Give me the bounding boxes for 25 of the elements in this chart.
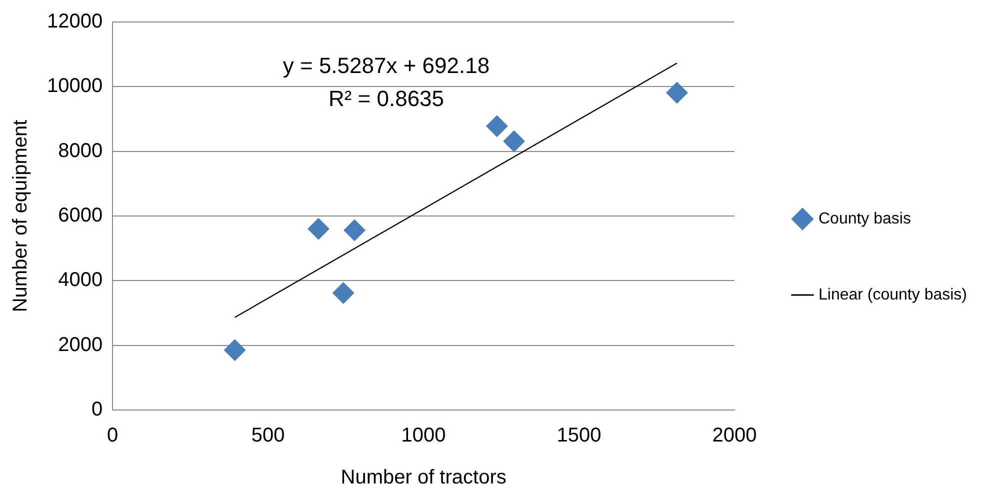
point <box>224 339 246 362</box>
point <box>344 219 366 242</box>
annotation: y = 5.5287x + 692.18 <box>282 53 490 78</box>
y-tick-label: 2000 <box>58 334 103 356</box>
point <box>666 82 688 104</box>
y-axis-title: Number of equipment <box>10 119 32 312</box>
x-tick-label: 2000 <box>712 424 757 447</box>
x-tick-label: 1000 <box>401 424 446 447</box>
point <box>503 130 526 152</box>
legend-label: Linear (county basis) <box>818 286 967 304</box>
x-tick-label: 500 <box>251 424 285 447</box>
point <box>332 282 354 304</box>
y-tick-label: 4000 <box>58 269 103 292</box>
annotation: R² = 0.8635 <box>328 86 444 112</box>
x-tick-label: 1500 <box>556 424 602 447</box>
y-tick-label: 10000 <box>46 75 103 98</box>
y-tick-label: 0 <box>91 398 103 421</box>
y-tick-label: 12000 <box>46 10 103 33</box>
point <box>307 218 330 240</box>
x-axis-title: Number of tractors <box>340 466 506 489</box>
point <box>486 115 508 138</box>
legend-label: County basis <box>818 210 911 228</box>
y-tick-label: 8000 <box>58 140 103 162</box>
y-tick-label: 6000 <box>58 204 103 227</box>
x-tick-label: 0 <box>107 424 118 447</box>
